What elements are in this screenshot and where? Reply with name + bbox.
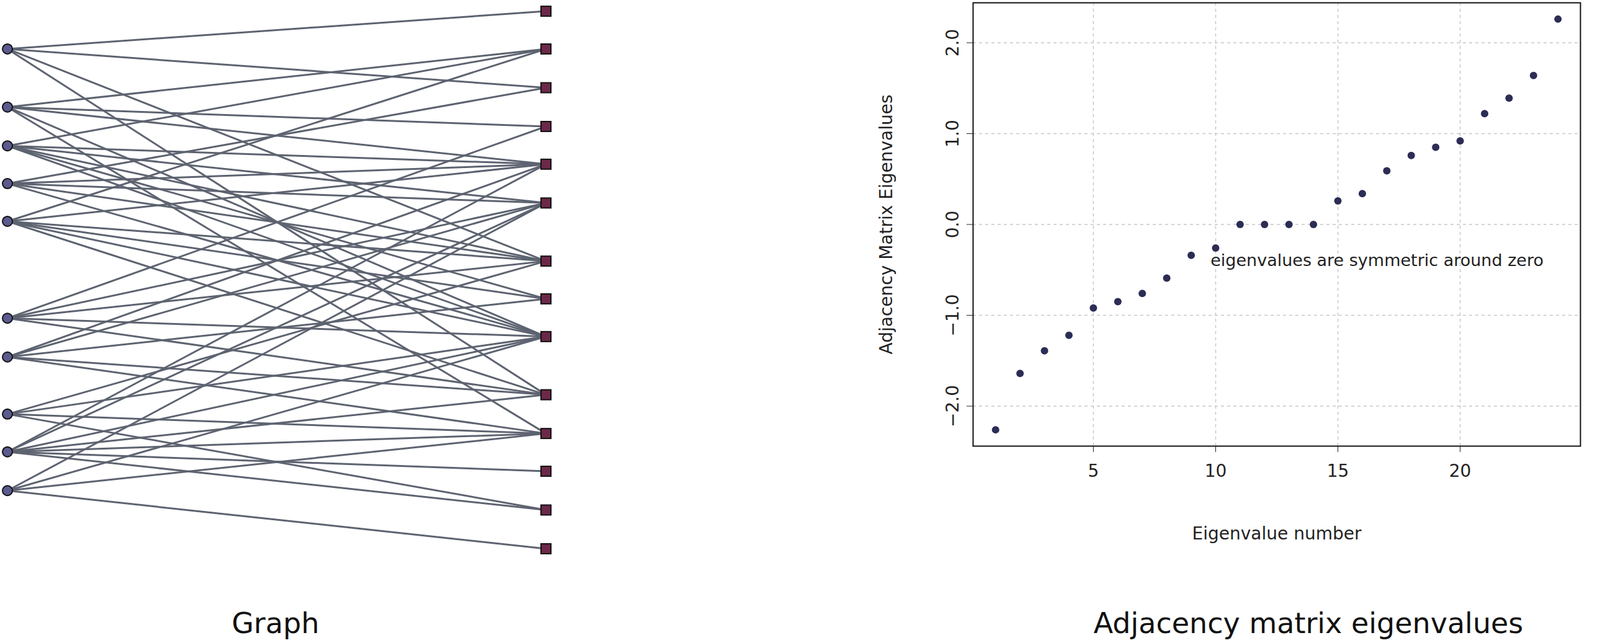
svg-text:5: 5 bbox=[1087, 460, 1099, 482]
svg-text:0.0: 0.0 bbox=[942, 210, 963, 239]
svg-text:2.0: 2.0 bbox=[942, 29, 963, 58]
svg-text:Eigenvalue number: Eigenvalue number bbox=[1192, 523, 1362, 545]
svg-text:10: 10 bbox=[1204, 460, 1228, 482]
html-text:Adjacency matrix eigenvalues: Adjacency matrix eigenvalues bbox=[1093, 606, 1524, 641]
svg-text:eigenvalues are symmetric arou: eigenvalues are symmetric around zero bbox=[1210, 250, 1544, 270]
svg-text:20: 20 bbox=[1449, 460, 1472, 482]
svg-text:−2.0: −2.0 bbox=[942, 385, 963, 428]
svg-text:Adjacency Matrix Eigenvalues: Adjacency Matrix Eigenvalues bbox=[875, 94, 897, 355]
html-text:Graph: Graph bbox=[231, 606, 320, 641]
svg-text:15: 15 bbox=[1327, 460, 1350, 482]
svg-text:1.0: 1.0 bbox=[942, 119, 963, 148]
svg-text:−1.0: −1.0 bbox=[942, 294, 963, 337]
